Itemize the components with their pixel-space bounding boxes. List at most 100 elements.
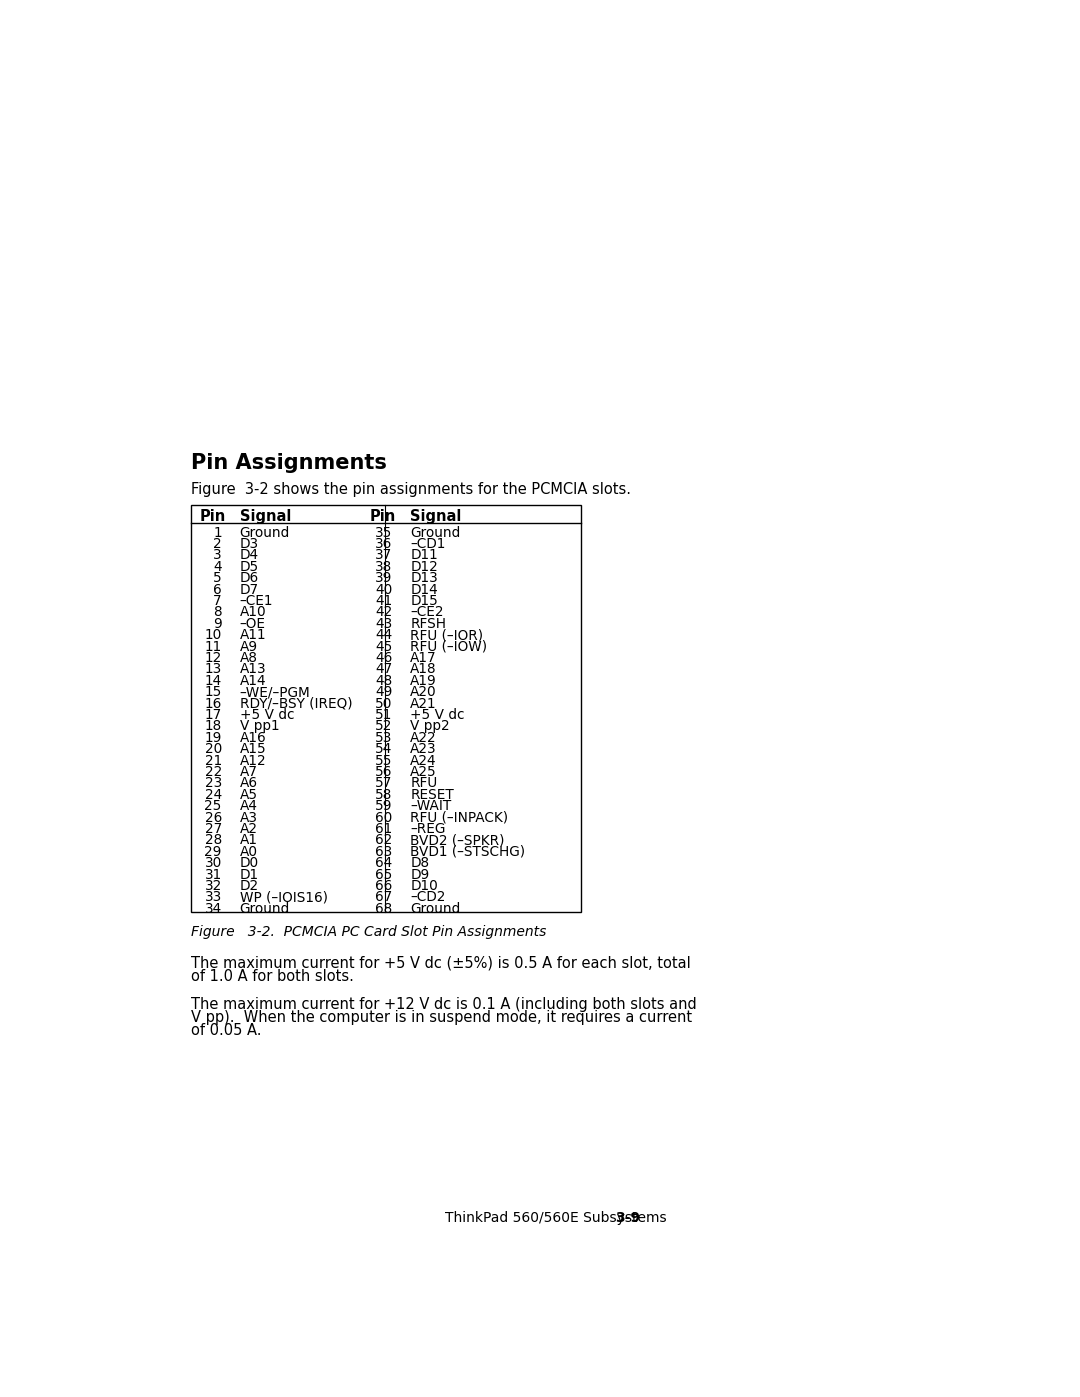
Text: 15: 15 <box>204 686 221 700</box>
Text: D6: D6 <box>240 571 259 585</box>
Text: –OE: –OE <box>240 617 266 631</box>
Text: A15: A15 <box>240 742 267 756</box>
Text: of 1.0 A for both slots.: of 1.0 A for both slots. <box>191 968 353 983</box>
Text: RDY/–BSY (IREQ): RDY/–BSY (IREQ) <box>240 697 352 711</box>
Text: A12: A12 <box>240 753 267 767</box>
Text: 6: 6 <box>213 583 221 597</box>
Bar <box>191 504 581 912</box>
Text: 56: 56 <box>375 766 392 780</box>
Text: D2: D2 <box>240 879 259 893</box>
Text: 55: 55 <box>375 753 392 767</box>
Text: 5: 5 <box>213 571 221 585</box>
Text: RESET: RESET <box>410 788 454 802</box>
Text: 40: 40 <box>375 583 392 597</box>
Text: –CD1: –CD1 <box>410 536 446 550</box>
Text: A4: A4 <box>240 799 258 813</box>
Text: 59: 59 <box>375 799 392 813</box>
Text: V pp).  When the computer is in suspend mode, it requires a current: V pp). When the computer is in suspend m… <box>191 1010 692 1025</box>
Text: 25: 25 <box>204 799 221 813</box>
Text: Ground: Ground <box>410 901 460 916</box>
Text: 2: 2 <box>213 536 221 550</box>
Text: D13: D13 <box>410 571 437 585</box>
Text: 49: 49 <box>375 686 392 700</box>
Text: 11: 11 <box>204 640 221 654</box>
Text: WP (–IOIS16): WP (–IOIS16) <box>240 890 327 904</box>
Text: RFU (–IOW): RFU (–IOW) <box>410 640 487 654</box>
Text: 17: 17 <box>204 708 221 722</box>
Text: A14: A14 <box>240 673 267 687</box>
Text: A6: A6 <box>240 777 258 791</box>
Text: D10: D10 <box>410 879 437 893</box>
Text: A24: A24 <box>410 753 436 767</box>
Text: 67: 67 <box>375 890 392 904</box>
Text: 22: 22 <box>204 766 221 780</box>
Text: Ground: Ground <box>410 525 460 539</box>
Text: Pin: Pin <box>200 509 226 524</box>
Text: A11: A11 <box>240 629 267 643</box>
Text: A9: A9 <box>240 640 258 654</box>
Text: 31: 31 <box>204 868 221 882</box>
Text: 53: 53 <box>375 731 392 745</box>
Text: –REG: –REG <box>410 821 446 835</box>
Text: 38: 38 <box>375 560 392 574</box>
Text: A17: A17 <box>410 651 436 665</box>
Text: –WE/–PGM: –WE/–PGM <box>240 686 310 700</box>
Text: 51: 51 <box>375 708 392 722</box>
Text: 1: 1 <box>213 525 221 539</box>
Text: 32: 32 <box>204 879 221 893</box>
Text: A21: A21 <box>410 697 436 711</box>
Text: D11: D11 <box>410 549 437 563</box>
Text: A8: A8 <box>240 651 258 665</box>
Text: +5 V dc: +5 V dc <box>410 708 464 722</box>
Text: Figure  3-2 shows the pin assignments for the PCMCIA slots.: Figure 3-2 shows the pin assignments for… <box>191 482 631 497</box>
Text: A5: A5 <box>240 788 258 802</box>
Text: 7: 7 <box>213 594 221 608</box>
Text: 35: 35 <box>375 525 392 539</box>
Text: 3: 3 <box>213 549 221 563</box>
Text: –WAIT: –WAIT <box>410 799 451 813</box>
Text: 39: 39 <box>375 571 392 585</box>
Text: 34: 34 <box>204 901 221 916</box>
Text: 63: 63 <box>375 845 392 859</box>
Text: A1: A1 <box>240 834 258 848</box>
Text: 26: 26 <box>204 810 221 824</box>
Text: V pp1: V pp1 <box>240 719 280 733</box>
Text: –CE2: –CE2 <box>410 605 444 619</box>
Text: 36: 36 <box>375 536 392 550</box>
Text: Ground: Ground <box>240 525 289 539</box>
Text: 44: 44 <box>375 629 392 643</box>
Text: 20: 20 <box>204 742 221 756</box>
Text: 62: 62 <box>375 834 392 848</box>
Text: RFU (–IOR): RFU (–IOR) <box>410 629 483 643</box>
Text: 66: 66 <box>375 879 392 893</box>
Text: 24: 24 <box>204 788 221 802</box>
Text: D8: D8 <box>410 856 429 870</box>
Text: D4: D4 <box>240 549 259 563</box>
Text: RFU (–INPACK): RFU (–INPACK) <box>410 810 509 824</box>
Text: 60: 60 <box>375 810 392 824</box>
Text: 21: 21 <box>204 753 221 767</box>
Text: +5 V dc: +5 V dc <box>240 708 294 722</box>
Text: A20: A20 <box>410 686 436 700</box>
Text: 42: 42 <box>375 605 392 619</box>
Text: The maximum current for +5 V dc (±5%) is 0.5 A for each slot, total: The maximum current for +5 V dc (±5%) is… <box>191 956 690 971</box>
Text: Pin: Pin <box>369 509 396 524</box>
Text: D14: D14 <box>410 583 437 597</box>
Text: 52: 52 <box>375 719 392 733</box>
Text: 27: 27 <box>204 821 221 835</box>
Text: A23: A23 <box>410 742 436 756</box>
Text: The maximum current for +12 V dc is 0.1 A (including both slots and: The maximum current for +12 V dc is 0.1 … <box>191 997 697 1011</box>
Text: 64: 64 <box>375 856 392 870</box>
Text: 65: 65 <box>375 868 392 882</box>
Text: 47: 47 <box>375 662 392 676</box>
Text: 33: 33 <box>204 890 221 904</box>
Text: A22: A22 <box>410 731 436 745</box>
Text: A3: A3 <box>240 810 258 824</box>
Text: 29: 29 <box>204 845 221 859</box>
Text: 8: 8 <box>213 605 221 619</box>
Text: D15: D15 <box>410 594 438 608</box>
Text: A25: A25 <box>410 766 437 780</box>
Text: D1: D1 <box>240 868 259 882</box>
Text: 68: 68 <box>375 901 392 916</box>
Text: 16: 16 <box>204 697 221 711</box>
